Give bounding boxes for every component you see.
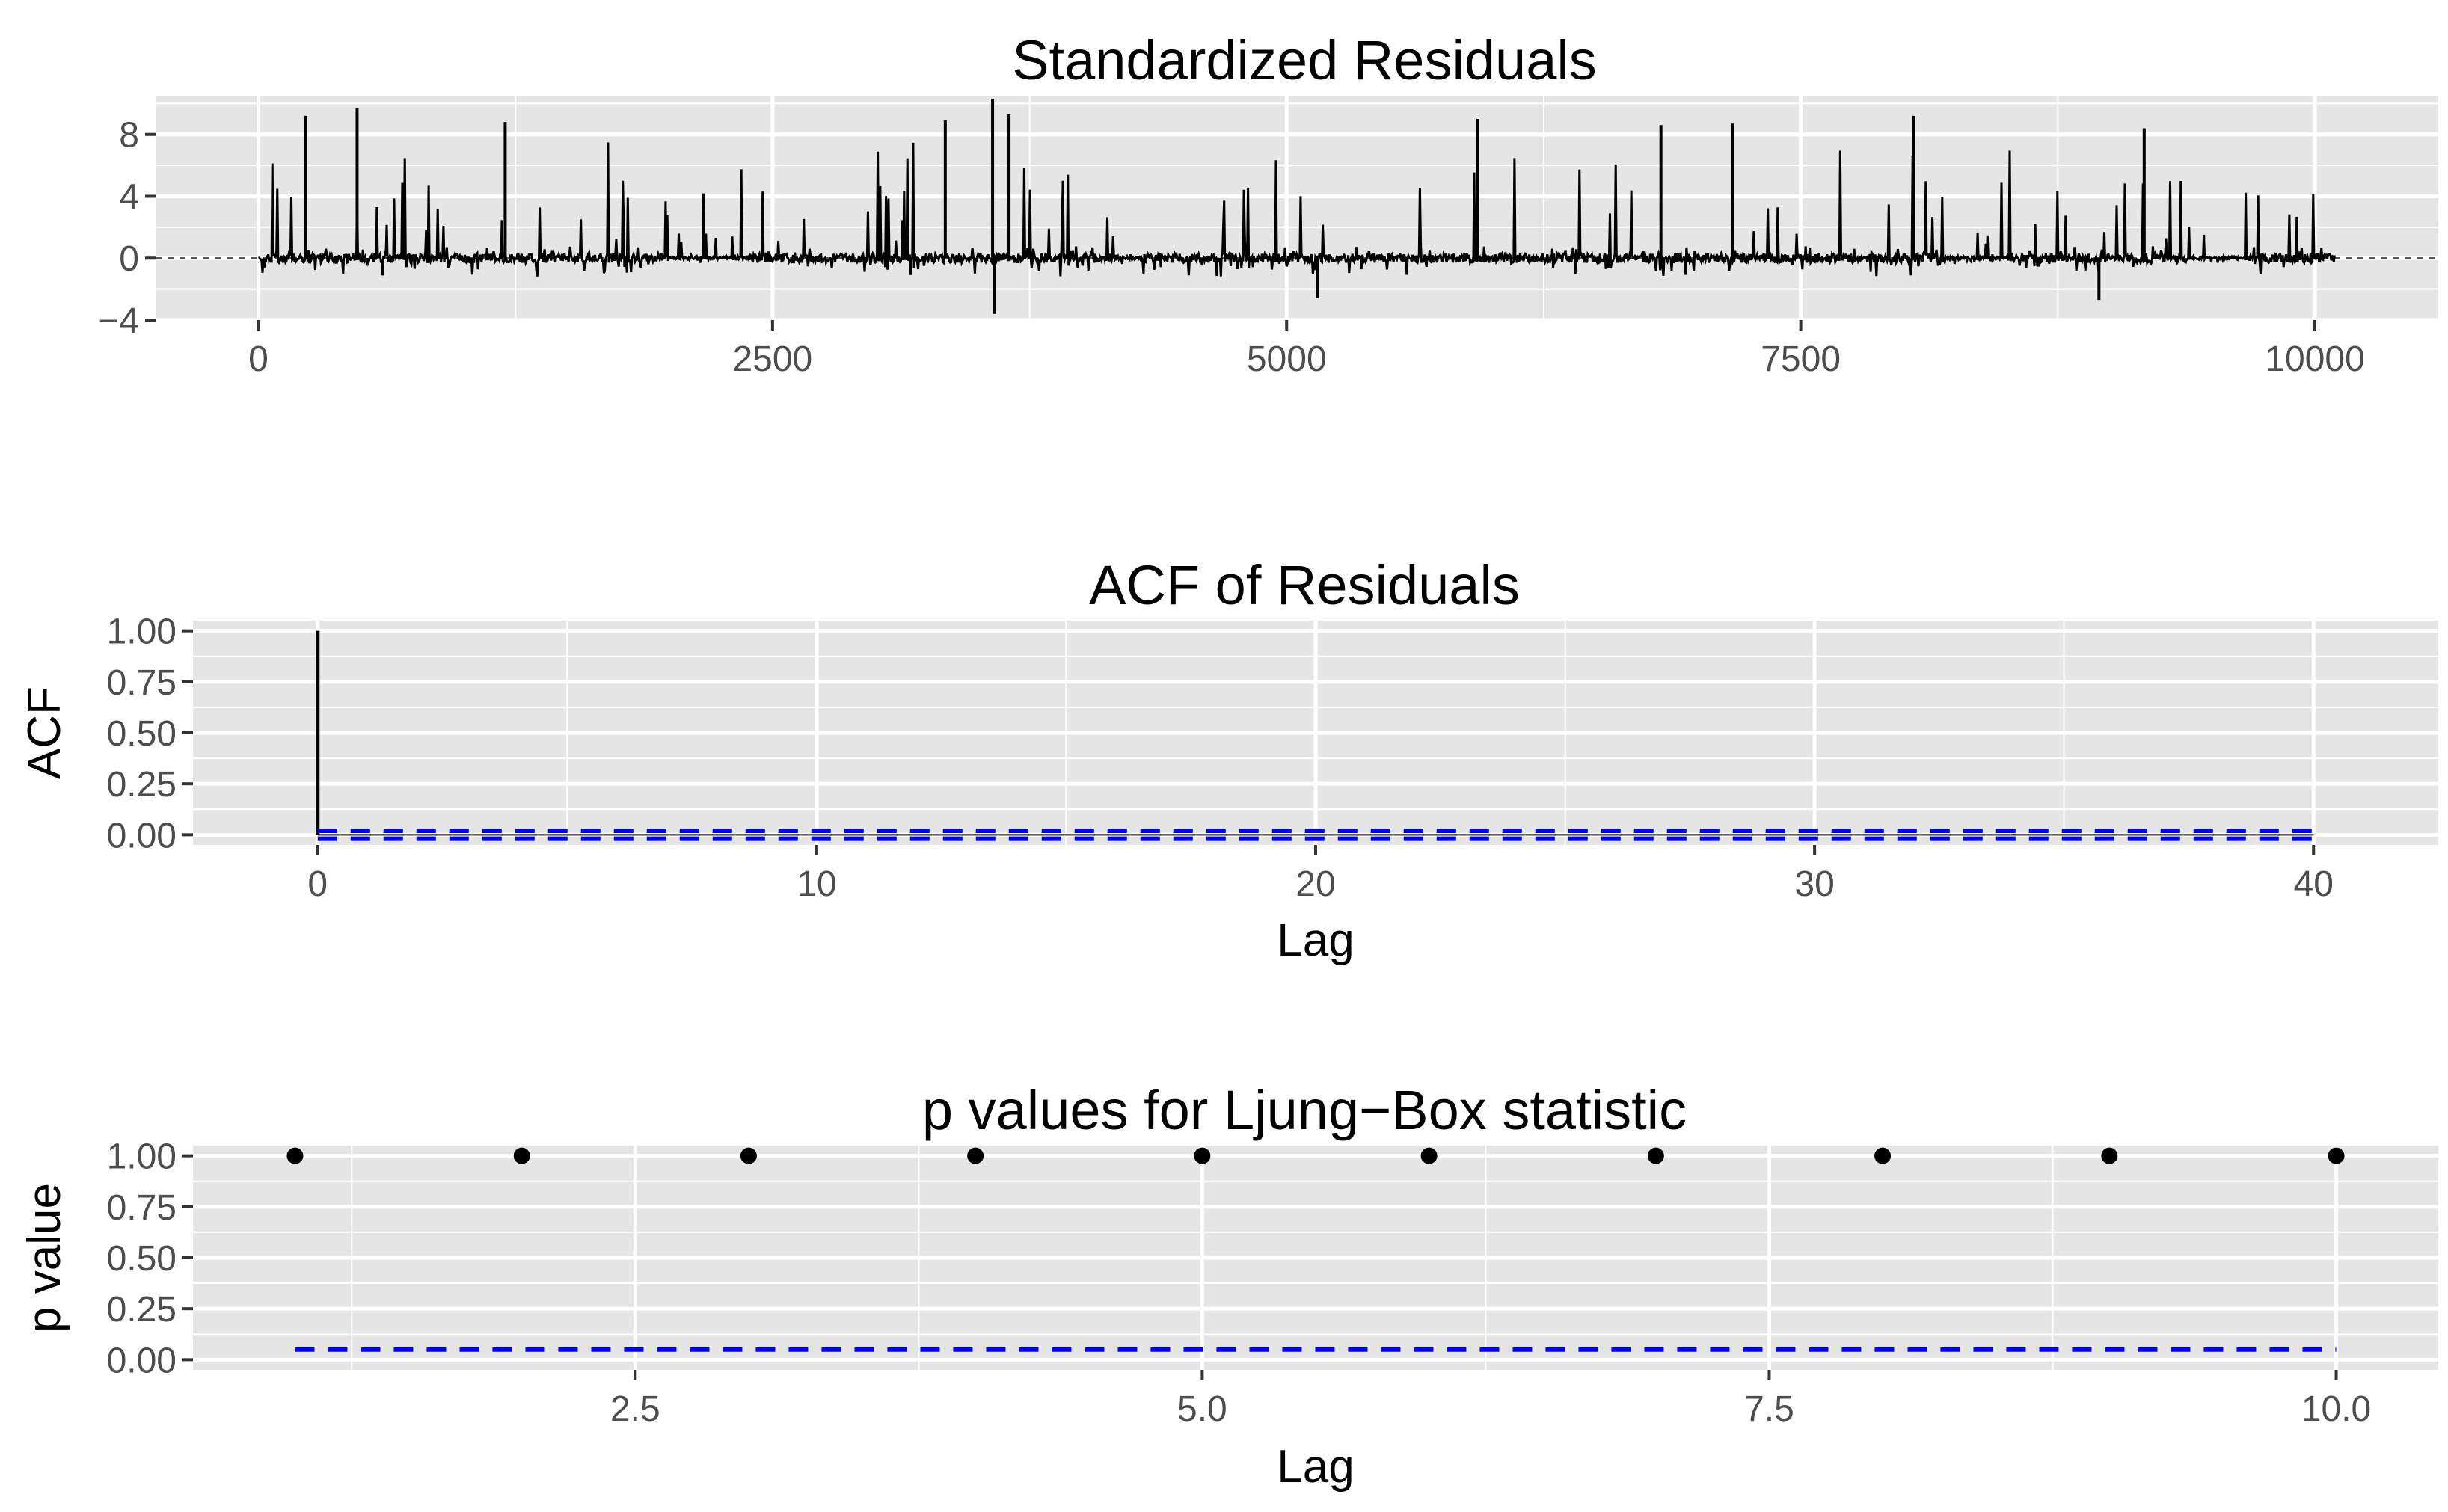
- p-value-point: [1194, 1147, 1211, 1164]
- x-tick-label: 10.0: [2301, 1389, 2371, 1429]
- y-axis-label: p value: [19, 1183, 70, 1333]
- y-tick-label: 0.25: [107, 765, 177, 805]
- p-value-point: [1647, 1147, 1664, 1164]
- ljung-box-panel: p values for Ljung−Box statistic 0.00 0.2…: [19, 1079, 2438, 1493]
- y-tick-label: 0.75: [107, 663, 177, 703]
- plot-background: [156, 96, 2438, 320]
- p-value-point: [1420, 1147, 1438, 1164]
- x-tick-label: 5000: [1247, 339, 1327, 379]
- acf-bars: [316, 630, 2316, 836]
- x-tick-label: 10: [797, 864, 836, 904]
- x-axis-ticks: 0 10 20 30 40: [307, 845, 2334, 904]
- y-tick-label: 0.00: [107, 816, 177, 855]
- p-value-point: [286, 1147, 304, 1164]
- y-tick-label: 0: [119, 239, 139, 279]
- p-value-point: [740, 1147, 757, 1164]
- y-tick-label: 1.00: [107, 1137, 177, 1177]
- x-tick-label: 10000: [2265, 339, 2364, 379]
- p-value-point: [967, 1147, 984, 1164]
- x-axis-ticks: 2.5 5.0 7.5 10.0: [610, 1370, 2371, 1429]
- x-tick-label: 7500: [1761, 339, 1841, 379]
- y-axis-ticks: −4 0 4 8: [98, 116, 156, 341]
- y-tick-label: 8: [119, 116, 139, 156]
- x-tick-label: 40: [2294, 864, 2334, 904]
- y-axis-ticks: 0.00 0.25 0.50 0.75 1.00: [107, 612, 193, 855]
- y-tick-label: 0.50: [107, 1239, 177, 1279]
- standardized-residuals-panel: Standardized Residuals −4 0 4 8 0 2500 5000 75…: [98, 29, 2438, 379]
- acf-panel: ACF of Residuals 0.00 0.25 0.50 0.75 1.00 0 1…: [19, 554, 2438, 966]
- y-axis-label: ACF: [19, 686, 70, 779]
- y-tick-label: 0.25: [107, 1290, 177, 1330]
- residual-series: [258, 99, 2336, 314]
- residual-line: [258, 142, 2336, 277]
- y-tick-label: 0.50: [107, 714, 177, 754]
- chart-title: p values for Ljung−Box statistic: [922, 1079, 1687, 1141]
- x-tick-label: 7.5: [1744, 1389, 1794, 1429]
- p-value-points: [286, 1147, 2345, 1164]
- y-tick-label: −4: [98, 301, 139, 341]
- x-axis-label: Lag: [1277, 1441, 1354, 1493]
- x-tick-label: 0: [307, 864, 328, 904]
- y-tick-label: 1.00: [107, 612, 177, 652]
- x-tick-label: 5.0: [1177, 1389, 1227, 1429]
- y-tick-label: 4: [119, 177, 139, 217]
- confidence-bounds: [317, 829, 2314, 841]
- gridlines: [193, 1146, 2438, 1370]
- p-value-point: [2328, 1147, 2345, 1164]
- x-axis-label: Lag: [1277, 915, 1354, 966]
- p-value-point: [2101, 1147, 2118, 1164]
- x-tick-label: 2.5: [610, 1389, 660, 1429]
- x-tick-label: 2500: [732, 339, 812, 379]
- x-tick-label: 20: [1295, 864, 1335, 904]
- chart-title: Standardized Residuals: [1012, 29, 1597, 91]
- x-tick-label: 0: [248, 339, 269, 379]
- chart-title: ACF of Residuals: [1089, 554, 1520, 616]
- y-tick-label: 0.75: [107, 1188, 177, 1228]
- x-tick-label: 30: [1794, 864, 1834, 904]
- y-tick-label: 0.00: [107, 1341, 177, 1380]
- p-value-point: [513, 1147, 530, 1164]
- p-value-point: [1874, 1147, 1892, 1164]
- x-axis-ticks: 0 2500 5000 7500 10000: [248, 320, 2365, 379]
- y-axis-ticks: 0.00 0.25 0.50 0.75 1.00: [107, 1137, 193, 1380]
